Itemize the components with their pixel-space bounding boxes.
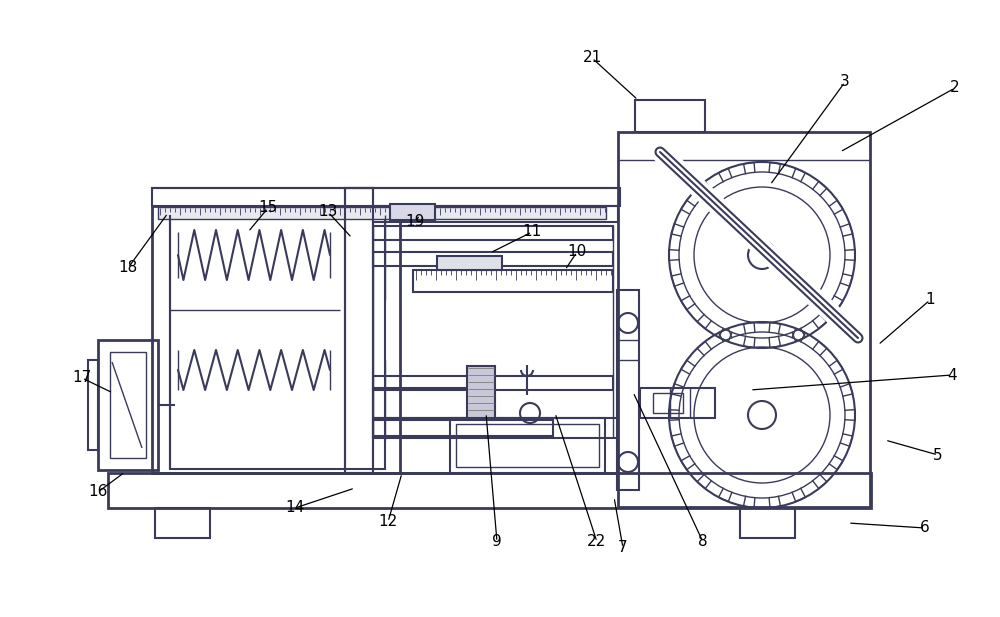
- Text: 12: 12: [378, 515, 398, 529]
- Bar: [373, 418, 618, 438]
- Text: 16: 16: [88, 484, 108, 500]
- Text: 22: 22: [587, 534, 607, 550]
- Bar: [373, 206, 618, 222]
- Bar: [390, 204, 435, 220]
- Bar: [373, 376, 613, 390]
- Text: 8: 8: [698, 534, 708, 550]
- Text: 19: 19: [405, 215, 425, 230]
- Bar: [170, 215, 385, 469]
- Text: 15: 15: [258, 201, 278, 215]
- Text: 7: 7: [618, 540, 628, 555]
- Bar: [413, 270, 613, 292]
- Bar: [373, 420, 553, 436]
- Text: 3: 3: [840, 75, 850, 89]
- Text: 1: 1: [925, 292, 935, 307]
- Bar: [345, 188, 373, 473]
- Bar: [155, 508, 210, 538]
- Bar: [640, 388, 715, 418]
- Bar: [98, 340, 158, 470]
- Bar: [373, 226, 613, 240]
- Text: 14: 14: [285, 500, 305, 515]
- Bar: [373, 388, 493, 418]
- Bar: [617, 290, 639, 490]
- Bar: [345, 188, 373, 473]
- Text: 21: 21: [582, 51, 602, 65]
- Bar: [450, 418, 605, 473]
- Text: 11: 11: [522, 225, 542, 239]
- Bar: [437, 256, 502, 270]
- Text: 10: 10: [567, 244, 587, 260]
- Bar: [653, 393, 683, 413]
- Bar: [108, 473, 871, 508]
- Bar: [635, 100, 705, 132]
- Bar: [467, 366, 495, 418]
- Bar: [152, 206, 400, 473]
- Bar: [373, 252, 613, 266]
- Bar: [618, 132, 870, 507]
- Bar: [152, 188, 620, 206]
- Bar: [88, 360, 98, 450]
- Text: 17: 17: [72, 370, 92, 386]
- Bar: [456, 424, 599, 467]
- Bar: [158, 207, 606, 219]
- Text: 6: 6: [920, 521, 930, 536]
- Text: 5: 5: [933, 447, 943, 463]
- Text: 13: 13: [318, 204, 338, 220]
- Bar: [740, 508, 795, 538]
- Text: 9: 9: [492, 534, 502, 550]
- Text: 18: 18: [118, 260, 138, 276]
- Bar: [110, 352, 146, 458]
- Text: 2: 2: [950, 80, 960, 96]
- Text: 4: 4: [947, 368, 957, 383]
